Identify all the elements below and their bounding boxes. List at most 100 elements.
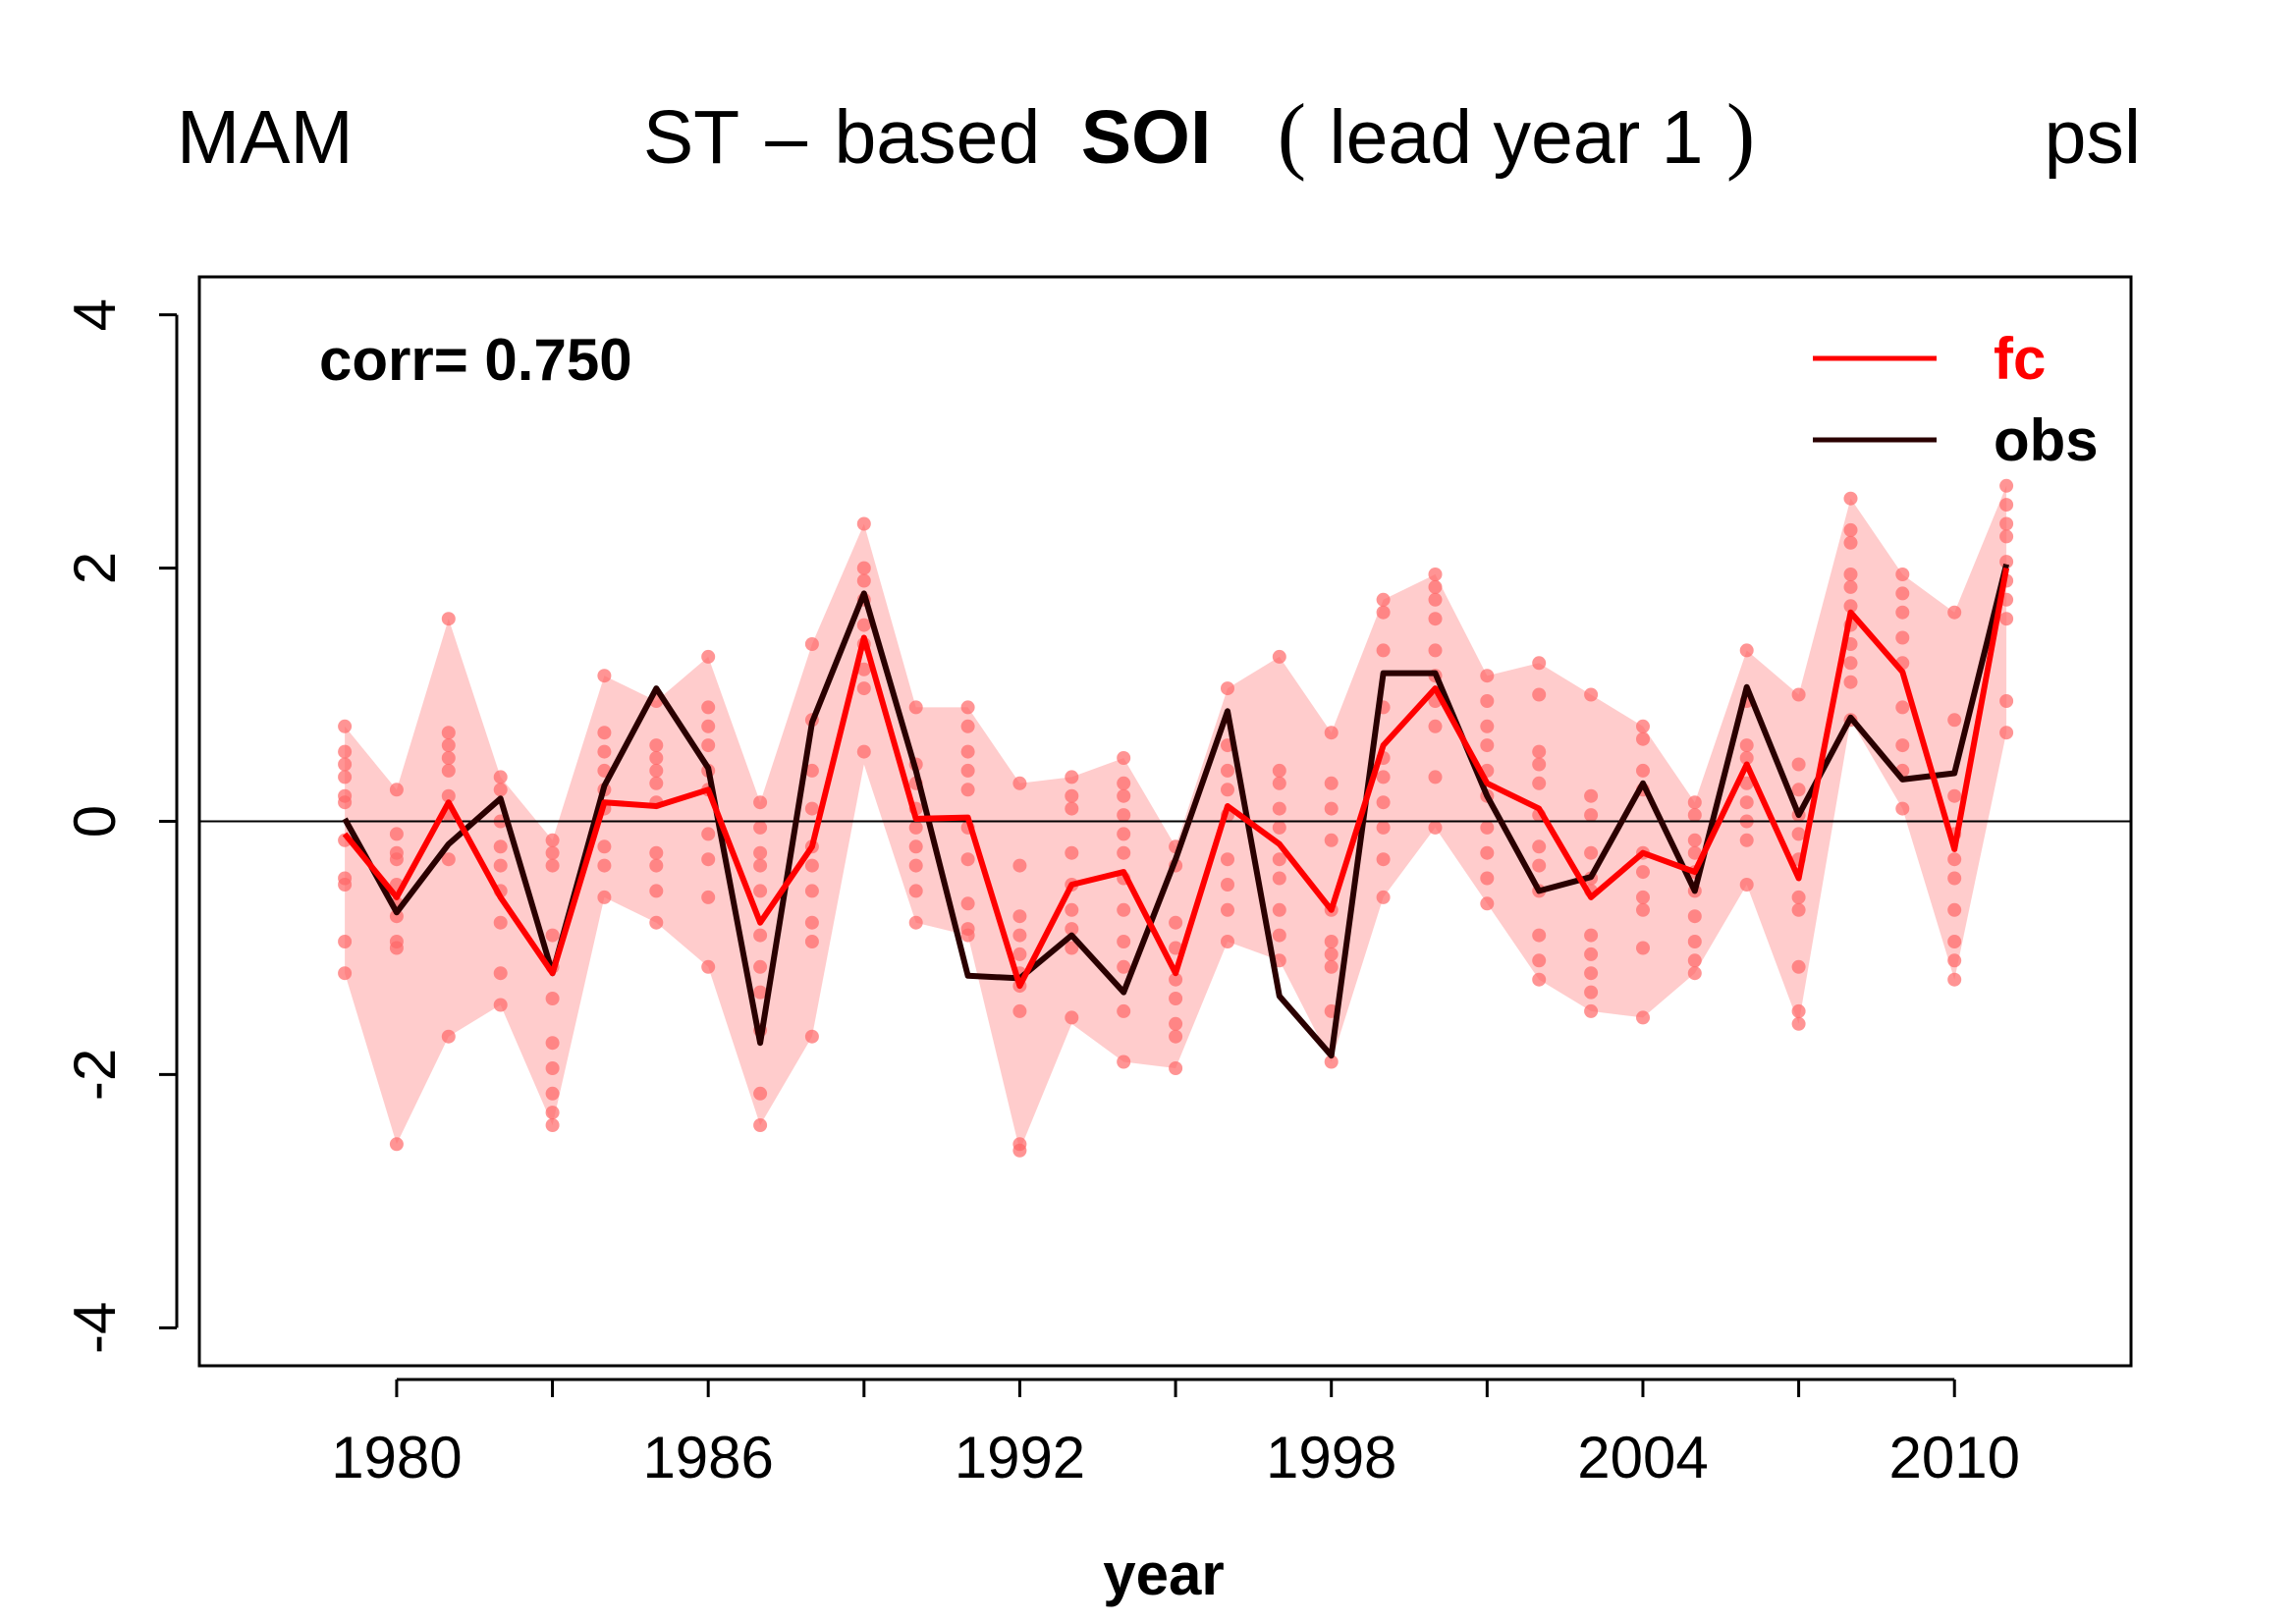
ensemble-member-point bbox=[389, 1137, 404, 1152]
ensemble-member-point bbox=[649, 738, 664, 753]
ensemble-member-point bbox=[908, 884, 923, 898]
ensemble-member-point bbox=[1376, 852, 1391, 867]
ensemble-member-point bbox=[597, 669, 612, 683]
ensemble-member-point bbox=[1532, 858, 1547, 873]
ensemble-member-point bbox=[1012, 947, 1027, 961]
ensemble-member-point bbox=[1999, 726, 2014, 740]
ensemble-member-point bbox=[1843, 491, 1858, 506]
ensemble-member-point bbox=[1065, 941, 1079, 955]
ensemble-member-point bbox=[856, 573, 871, 588]
ensemble-member-point bbox=[545, 833, 560, 847]
ensemble-member-point bbox=[1169, 992, 1183, 1005]
ensemble-member-point bbox=[1117, 935, 1131, 948]
ensemble-member-point bbox=[1687, 808, 1702, 823]
ensemble-member-point bbox=[804, 935, 819, 948]
ensemble-member-point bbox=[1428, 568, 1443, 581]
ensemble-member-point bbox=[1221, 902, 1234, 917]
ensemble-member-point bbox=[338, 878, 353, 892]
ensemble-member-point bbox=[1221, 681, 1234, 696]
ensemble-member-point bbox=[1895, 586, 1910, 601]
ensemble-member-point bbox=[1895, 568, 1910, 581]
ensemble-member-point bbox=[1221, 935, 1234, 948]
title-open-paren: ( bbox=[1278, 87, 1306, 183]
ensemble-member-point bbox=[753, 928, 768, 943]
ensemble-member-point bbox=[1480, 694, 1495, 708]
title-based: based bbox=[834, 95, 1040, 180]
ensemble-member-point bbox=[1221, 852, 1234, 867]
ensemble-member-point bbox=[1272, 776, 1286, 790]
ensemble-member-point bbox=[545, 1061, 560, 1075]
ensemble-member-point bbox=[1947, 852, 1962, 867]
ensemble-member-point bbox=[1117, 845, 1131, 860]
ensemble-member-point bbox=[960, 744, 975, 759]
ensemble-member-point bbox=[441, 788, 456, 803]
ensemble-member-point bbox=[1739, 751, 1754, 765]
ensemble-member-point bbox=[1843, 675, 1858, 689]
ensemble-member-point bbox=[1791, 783, 1806, 797]
ensemble-member-point bbox=[804, 884, 819, 898]
ensemble-member-point bbox=[1947, 972, 1962, 987]
ensemble-member-point bbox=[1065, 922, 1079, 937]
ensemble-member-point bbox=[1065, 770, 1079, 784]
ensemble-member-point bbox=[1221, 878, 1234, 892]
y-tick-label: -4 bbox=[62, 1302, 128, 1354]
ensemble-member-point bbox=[701, 649, 716, 664]
ensemble-member-point bbox=[1012, 909, 1027, 924]
ensemble-member-point bbox=[1791, 959, 1806, 974]
ensemble-member-point bbox=[856, 744, 871, 759]
ensemble-member-point bbox=[649, 915, 664, 930]
ensemble-member-point bbox=[1376, 890, 1391, 904]
x-axis: 1980 1986 1992 1998 2004 2010 bbox=[331, 1378, 2020, 1490]
ensemble-member-point bbox=[1169, 1061, 1183, 1075]
ensemble-member-point bbox=[1221, 763, 1234, 778]
ensemble-member-point bbox=[1999, 694, 2014, 708]
ensemble-member-point bbox=[1895, 700, 1910, 715]
ensemble-member-point bbox=[1272, 820, 1286, 835]
ensemble-member-point bbox=[1169, 972, 1183, 987]
ensemble-member-point bbox=[960, 852, 975, 867]
ensemble-member-point bbox=[1584, 928, 1599, 943]
ensemble-member-point bbox=[441, 612, 456, 626]
legend: fc obs bbox=[1813, 326, 2099, 473]
ensemble-member-point bbox=[1065, 788, 1079, 803]
ensemble-member-point bbox=[1117, 776, 1131, 790]
ensemble-member-point bbox=[1480, 845, 1495, 860]
ensemble-member-point bbox=[1169, 1029, 1183, 1044]
ensemble-member-point bbox=[493, 915, 508, 930]
ensemble-member-point bbox=[649, 858, 664, 873]
ensemble-member-point bbox=[1480, 669, 1495, 683]
title-close-paren: ) bbox=[1726, 87, 1755, 183]
ensemble-member-point bbox=[649, 884, 664, 898]
ensemble-member-point bbox=[960, 896, 975, 911]
ensemble-member-point bbox=[1065, 902, 1079, 917]
ensemble-member-point bbox=[1584, 808, 1599, 823]
ensemble-member-point bbox=[1376, 643, 1391, 658]
ensemble-member-point bbox=[1791, 687, 1806, 702]
ensemble-member-point bbox=[441, 1029, 456, 1044]
ensemble-member-point bbox=[1221, 783, 1234, 797]
ensemble-member-point bbox=[389, 852, 404, 867]
ensemble-member-point bbox=[1169, 1016, 1183, 1031]
ensemble-member-point bbox=[1428, 579, 1443, 594]
ensemble-member-point bbox=[338, 966, 353, 981]
ensemble-member-point bbox=[1376, 795, 1391, 810]
ensemble-member-point bbox=[441, 852, 456, 867]
ensemble-member-point bbox=[1739, 776, 1754, 790]
ensemble-member-point bbox=[1739, 833, 1754, 847]
ensemble-member-point bbox=[1636, 731, 1650, 746]
variable-label: psl bbox=[2045, 95, 2141, 180]
ensemble-member-point bbox=[1428, 612, 1443, 626]
ensemble-member-point bbox=[856, 662, 871, 676]
ensemble-member-point bbox=[1636, 1010, 1650, 1025]
ensemble-member-point bbox=[389, 783, 404, 797]
ensemble-member-point bbox=[1739, 643, 1754, 658]
ensemble-member-point bbox=[389, 909, 404, 924]
ensemble-member-point bbox=[1584, 687, 1599, 702]
ensemble-member-point bbox=[338, 935, 353, 948]
ensemble-member-point bbox=[1895, 801, 1910, 816]
ensemble-member-point bbox=[1272, 763, 1286, 778]
ensemble-member-point bbox=[1584, 985, 1599, 1000]
ensemble-member-point bbox=[1687, 833, 1702, 847]
ensemble-member-point bbox=[1376, 820, 1391, 835]
